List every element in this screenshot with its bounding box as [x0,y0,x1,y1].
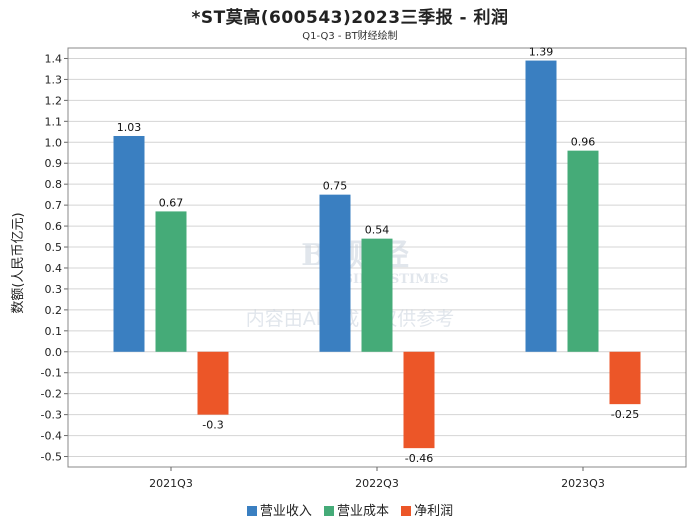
y-tick-label: -0.1 [41,367,62,380]
y-tick-label: 0.9 [45,157,63,170]
legend-item-net-profit[interactable]: 净利润 [401,500,453,519]
x-tick-label: 2022Q3 [355,477,399,490]
data-labels-layer: 1.03 0.67 -0.3 0.75 0.54 -0.46 1.39 0.96 -0.25 [117,46,639,466]
data-label: 1.03 [117,121,142,134]
axes-layer: 1.4 1.3 1.2 1.1 1.0 0.9 0.8 0.7 0.6 0.5 0.4 0.3 0.2 0… [41,47,687,490]
data-label: -0.3 [202,419,223,432]
chart-title: *ST莫高(600543)2023三季报 - 利润 [191,8,509,28]
bar[interactable] [155,211,187,352]
y-tick-label: 0.1 [45,325,63,338]
y-tick-label: 0.5 [45,241,63,254]
y-tick-label: 0.8 [45,178,63,191]
data-label: 1.39 [529,46,554,59]
y-tick-label: -0.4 [41,430,62,443]
legend-label-cost: 营业成本 [336,504,389,519]
y-tick-label: -0.5 [41,451,62,464]
data-label: 0.54 [365,224,390,237]
data-label: 0.96 [571,136,596,149]
data-label: -0.25 [611,408,639,421]
bar[interactable] [319,194,351,352]
bar[interactable] [361,238,393,352]
y-tick-label: 1.1 [45,115,63,128]
legend-swatch-net-profit [401,506,412,516]
bar[interactable] [113,135,145,352]
y-tick-label: 1.3 [45,73,63,86]
bar[interactable] [197,351,229,415]
legend-label-net-profit: 净利润 [414,504,454,519]
bar[interactable] [525,60,557,352]
y-tick-label: 0.6 [45,220,63,233]
y-tick-label: 0.0 [45,346,63,359]
data-label: -0.46 [405,452,433,465]
y-axis-label: 数额(人民币亿元) [11,212,26,313]
chart-subtitle: Q1-Q3 - BT财经绘制 [302,31,398,42]
x-tick-label: 2021Q3 [149,477,193,490]
data-label: 0.67 [159,196,184,209]
legend-item-revenue[interactable]: 营业收入 [246,500,312,519]
y-tick-label: -0.3 [41,409,62,422]
y-tick-label: 1.0 [45,136,63,149]
legend-swatch-revenue [246,506,257,516]
y-tick-label: 0.7 [45,199,63,212]
legend-label-revenue: 营业收入 [259,504,312,519]
legend: 营业收入 营业成本 净利润 [0,500,700,519]
bar[interactable] [609,351,641,405]
y-tick-label: -0.2 [41,388,62,401]
bar[interactable] [567,150,599,352]
y-tick-label: 0.3 [45,283,63,296]
bars-layer [113,60,641,449]
data-label: 0.75 [323,180,348,193]
x-tick-label: 2023Q3 [561,477,605,490]
watermark-logo: BT财经 [301,238,409,273]
y-tick-label: 0.4 [45,262,63,275]
y-tick-label: 0.2 [45,304,63,317]
y-tick-label: 1.4 [45,52,63,65]
bar[interactable] [403,351,435,449]
legend-swatch-cost [323,506,334,516]
legend-item-cost[interactable]: 营业成本 [323,500,389,519]
y-tick-label: 1.2 [45,94,63,107]
